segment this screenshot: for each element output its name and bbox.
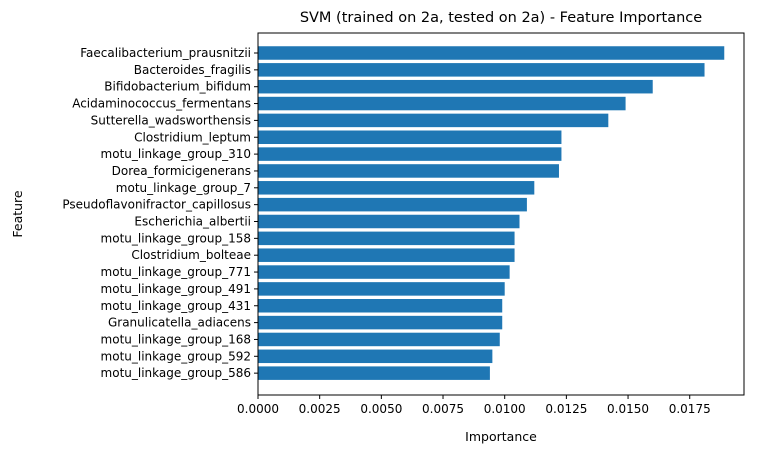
y-tick-label: Pseudoflavonifractor_capillosus [62,198,251,212]
x-tick-label: 0.0125 [545,402,587,416]
bar-Bifidobacterium_bifidum [258,79,653,94]
x-axis-label: Importance [465,429,537,444]
y-tick-label: motu_linkage_group_431 [101,299,251,313]
y-tick-label: Escherichia_albertii [134,215,251,229]
bar-motu_linkage_group_592 [258,349,493,364]
bar-motu_linkage_group_310 [258,147,562,161]
y-tick-label: motu_linkage_group_310 [101,147,251,161]
bar-Bacteroides_fragilis [258,63,705,77]
y-tick-label: motu_linkage_group_7 [116,181,251,195]
x-ticks-group: 0.0000 0.0025 0.0050 0.0075 0.0100 0.0125 0.01… [237,395,711,416]
bar-Faecalibacterium_prausnitzii [258,46,725,60]
y-tick-label: motu_linkage_group_586 [101,366,251,380]
x-tick-label: 0.0075 [422,402,464,416]
bar-Acidaminococcus_fermentans [258,96,626,111]
bar-motu_linkage_group_771 [258,265,510,279]
y-tick-label: Faecalibacterium_prausnitzii [80,46,251,60]
x-tick-label: 0.0100 [484,402,526,416]
bars-group [258,46,725,380]
y-tick-label: motu_linkage_group_592 [101,349,251,363]
x-tick-label: 0.0175 [669,402,711,416]
y-tick-label: Bifidobacterium_bifidum [104,80,251,94]
bar-motu_linkage_group_168 [258,332,500,347]
chart-title: SVM (trained on 2a, tested on 2a) - Feat… [300,10,702,26]
plot-frame [257,32,745,396]
y-tick-label: Clostridium_bolteae [131,248,251,262]
y-tick-label: Acidaminococcus_fermentans [72,97,251,111]
y-tick-label: motu_linkage_group_168 [101,332,251,346]
bar-motu_linkage_group_491 [258,282,505,296]
y-tick-label: motu_linkage_group_158 [101,231,251,245]
bar-motu_linkage_group_586 [258,366,490,380]
bar-motu_linkage_group_158 [258,231,515,246]
x-tick-label: 0.0050 [360,402,402,416]
y-ticks-group: Faecalibacterium_prausnitzii Bacteroides_… [62,46,258,380]
y-tick-label: Sutterella_wadsworthensis [91,113,251,127]
bar-Dorea_formicigenerans [258,164,559,178]
bar-Pseudoflavonifractor_capillosus [258,197,527,212]
y-axis-label: Feature [10,190,25,238]
bar-Granulicatella_adiacens [258,315,503,330]
y-tick-label: motu_linkage_group_771 [101,265,251,279]
x-tick-label: 0.0000 [237,402,279,416]
y-tick-label: motu_linkage_group_491 [101,282,251,296]
y-tick-label: Dorea_formicigenerans [112,164,251,178]
bar-motu_linkage_group_7 [258,181,535,195]
bar-Sutterella_wadsworthensis [258,113,609,128]
y-tick-label: Clostridium_leptum [134,130,251,144]
bar-Clostridium_leptum [258,130,562,144]
bar-Clostridium_bolteae [258,248,515,262]
bar-motu_linkage_group_431 [258,299,503,313]
bar-Escherichia_albertii [258,214,520,229]
x-tick-label: 0.0150 [607,402,649,416]
y-tick-label: Granulicatella_adiacens [108,316,251,330]
x-tick-label: 0.0025 [299,402,341,416]
y-tick-label: Bacteroides_fragilis [134,63,251,77]
